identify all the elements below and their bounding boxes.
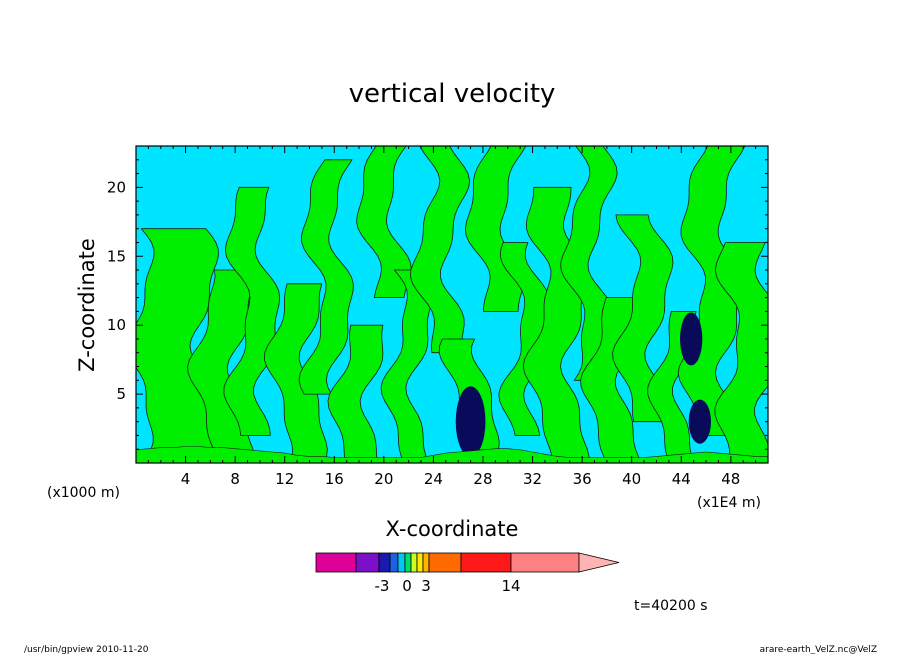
colorbar-label: 3 bbox=[421, 577, 431, 595]
colorbar-label: 0 bbox=[402, 577, 412, 595]
chart-title: vertical velocity bbox=[349, 79, 556, 109]
x-tick-label: 32 bbox=[523, 470, 542, 488]
colorbar-segment bbox=[389, 552, 399, 573]
x-tick-label: 28 bbox=[473, 470, 492, 488]
footer-right: arare-earth_VelZ.nc@VelZ bbox=[760, 645, 877, 654]
contour-positive-region bbox=[327, 324, 384, 463]
x-tick-label: 20 bbox=[374, 470, 393, 488]
y-axis-label: Z-coordinate bbox=[75, 238, 99, 372]
plot-area bbox=[136, 146, 768, 463]
y-tick-label: 20 bbox=[107, 178, 126, 196]
contour-strong-negative bbox=[688, 399, 711, 444]
x-unit-right: (x1E4 m) bbox=[697, 495, 761, 511]
contour-positive-region bbox=[298, 159, 354, 395]
colorbar: -3 0 3 14 bbox=[315, 552, 620, 595]
colorbar-segment bbox=[416, 552, 424, 573]
colorbar-segment bbox=[428, 552, 462, 573]
x-tick-label: 24 bbox=[424, 470, 443, 488]
colorbar-segment bbox=[510, 552, 580, 573]
x-tick-label: 48 bbox=[721, 470, 740, 488]
colorbar-segment bbox=[410, 552, 418, 573]
x-tick-label: 36 bbox=[573, 470, 592, 488]
x-axis: 4 8 12 16 20 24 28 32 36 40 44 48 bbox=[147, 146, 757, 488]
colorbar-label: 14 bbox=[501, 577, 520, 595]
contour-positive-region bbox=[410, 146, 470, 354]
x-tick-label: 44 bbox=[672, 470, 691, 488]
x-tick-label: 12 bbox=[275, 470, 294, 488]
time-label: t=40200 s bbox=[634, 598, 708, 614]
plot-frame bbox=[135, 145, 769, 464]
contour-positive-region bbox=[264, 283, 328, 463]
colorbar-segment bbox=[315, 552, 357, 573]
contour-positive-region bbox=[612, 214, 674, 423]
contour-strong-negative bbox=[455, 386, 486, 457]
colorbar-segment bbox=[355, 552, 380, 573]
x-tick-label: 4 bbox=[181, 470, 191, 488]
x-axis-label: X-coordinate bbox=[386, 517, 519, 541]
colorbar-label: -3 bbox=[375, 577, 390, 595]
colorbar-segment bbox=[422, 552, 430, 573]
y-tick-label: 10 bbox=[107, 316, 126, 334]
x-unit-left: (x1000 m) bbox=[47, 485, 120, 501]
contour-surface-band bbox=[136, 446, 768, 463]
colorbar-segment bbox=[378, 552, 391, 573]
y-tick-label: 5 bbox=[116, 385, 126, 403]
footer-left: /usr/bin/gpview 2010-11-20 bbox=[24, 645, 149, 654]
colorbar-extend-arrow bbox=[578, 552, 620, 573]
colorbar-segment bbox=[397, 552, 406, 573]
x-tick-label: 16 bbox=[325, 470, 344, 488]
contour-positive-region bbox=[356, 146, 412, 298]
y-tick-label: 15 bbox=[107, 247, 126, 265]
colorbar-segment bbox=[404, 552, 412, 573]
y-axis: 5 10 15 20 bbox=[107, 159, 768, 450]
contour-strong-negative bbox=[680, 312, 703, 366]
contour-regions bbox=[136, 146, 768, 463]
colorbar-segment bbox=[460, 552, 512, 573]
x-tick-label: 40 bbox=[622, 470, 641, 488]
x-tick-label: 8 bbox=[230, 470, 240, 488]
